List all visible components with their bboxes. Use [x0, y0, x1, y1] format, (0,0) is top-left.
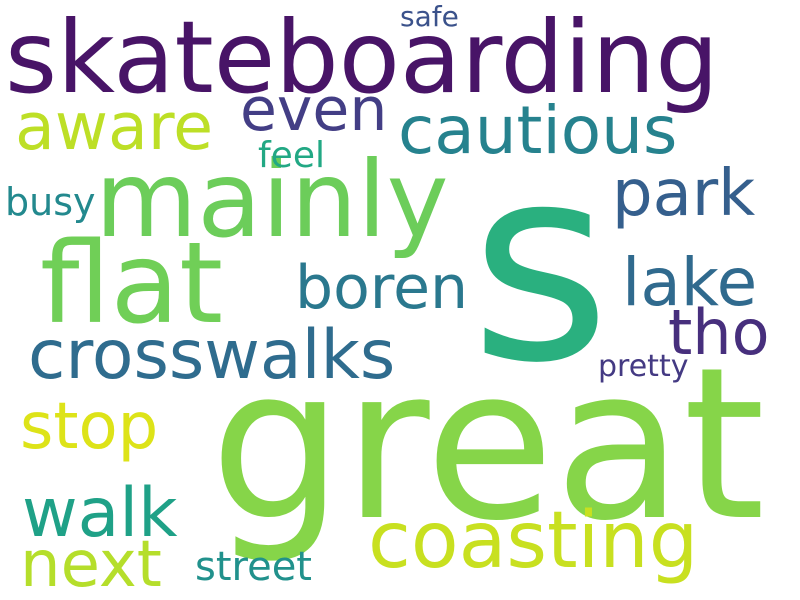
word-tho: tho: [668, 296, 770, 369]
word-great: great: [210, 322, 766, 567]
word-skateboarding: skateboarding: [5, 0, 719, 116]
word-boren: boren: [295, 253, 469, 323]
word-cautious: cautious: [398, 92, 678, 169]
word-next: next: [20, 528, 162, 600]
word-street: street: [195, 544, 312, 590]
word-stop: stop: [20, 390, 159, 464]
word-safe: safe: [400, 0, 459, 33]
word-lake: lake: [622, 244, 758, 321]
word-feel: feel: [258, 135, 325, 176]
word-park: park: [612, 157, 756, 231]
word-pretty: pretty: [598, 349, 689, 384]
word-flat: flat: [40, 219, 224, 349]
word-coasting: coasting: [368, 496, 699, 586]
word-mainly: mainly: [95, 139, 449, 261]
word-aware: aware: [15, 90, 214, 165]
word-s: s: [470, 107, 611, 422]
word-crosswalks: crosswalks: [28, 316, 396, 395]
word-even: even: [240, 75, 388, 145]
word-walk: walk: [22, 474, 178, 553]
word-busy: busy: [5, 180, 96, 224]
